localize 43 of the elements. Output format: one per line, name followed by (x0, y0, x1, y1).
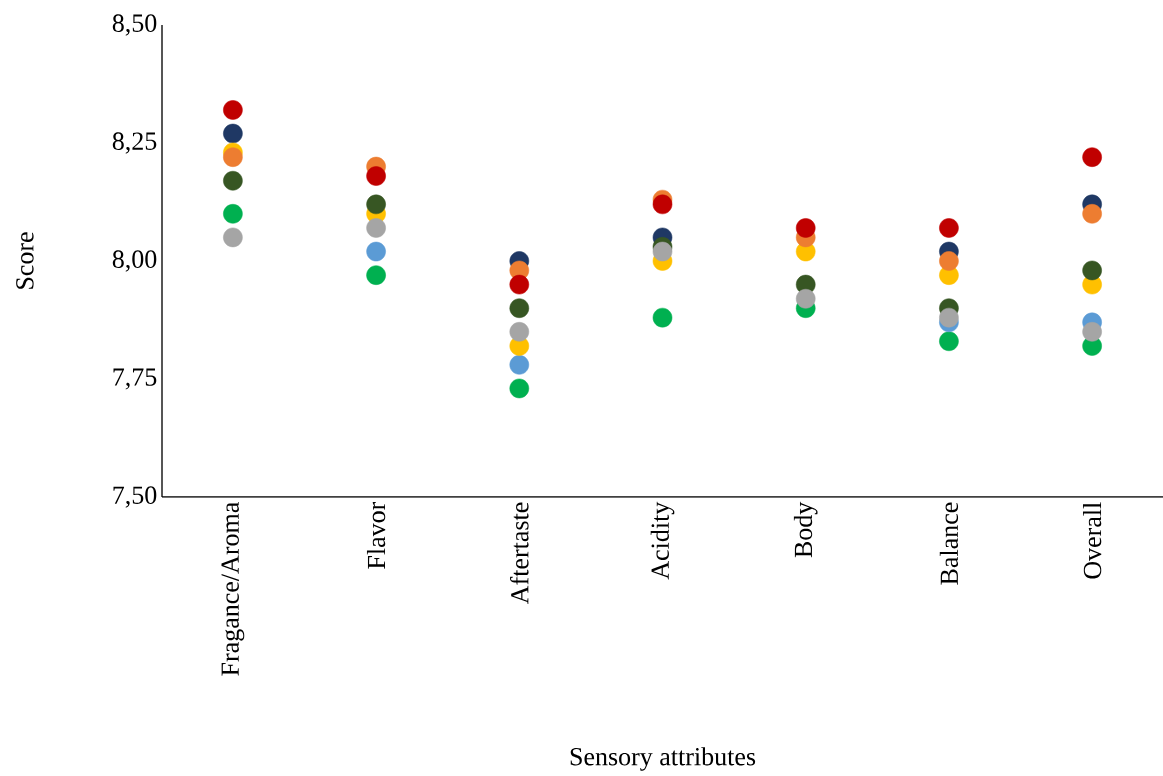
point (795, 218, 816, 238)
x-tick-label: Overall (1082, 502, 1102, 579)
point (1082, 322, 1102, 342)
x-tick-label: Fragance/Aroma (221, 502, 245, 676)
point (1082, 260, 1102, 281)
point (223, 170, 243, 191)
point (1082, 147, 1102, 167)
point (509, 355, 530, 375)
point (366, 166, 386, 186)
point (223, 227, 243, 248)
y-tick-label: 8,00 (112, 250, 157, 272)
point (366, 218, 386, 238)
y-axis-title: Score (16, 232, 34, 289)
x-axis-title: Sensory attributes (570, 747, 756, 771)
x-tick-label: Body (793, 501, 818, 558)
point (795, 288, 816, 309)
point (939, 307, 959, 328)
point (223, 100, 243, 120)
point (366, 265, 386, 285)
point (1082, 204, 1102, 224)
point (223, 123, 243, 144)
y-tick-label: 8,50 (112, 14, 157, 36)
point (939, 251, 959, 271)
x-tick-label: Acidity (650, 501, 675, 580)
point (652, 194, 673, 215)
x-tick-label: Aftertaste (510, 502, 529, 604)
x-tick-label: Flavor (366, 501, 386, 569)
point (366, 194, 386, 215)
point (509, 378, 530, 399)
point (652, 241, 673, 262)
point (223, 147, 243, 167)
y-tick-label: 7,50 (113, 486, 157, 508)
y-tick-label: 8,25 (112, 132, 157, 154)
point (509, 322, 530, 342)
y-tick-label: 7,75 (113, 368, 157, 390)
point (939, 331, 959, 352)
point (939, 218, 959, 238)
point (366, 241, 386, 262)
point (223, 204, 243, 224)
point (509, 274, 530, 295)
x-tick-label: Balance (939, 502, 959, 585)
point (509, 298, 530, 318)
point (652, 307, 673, 328)
